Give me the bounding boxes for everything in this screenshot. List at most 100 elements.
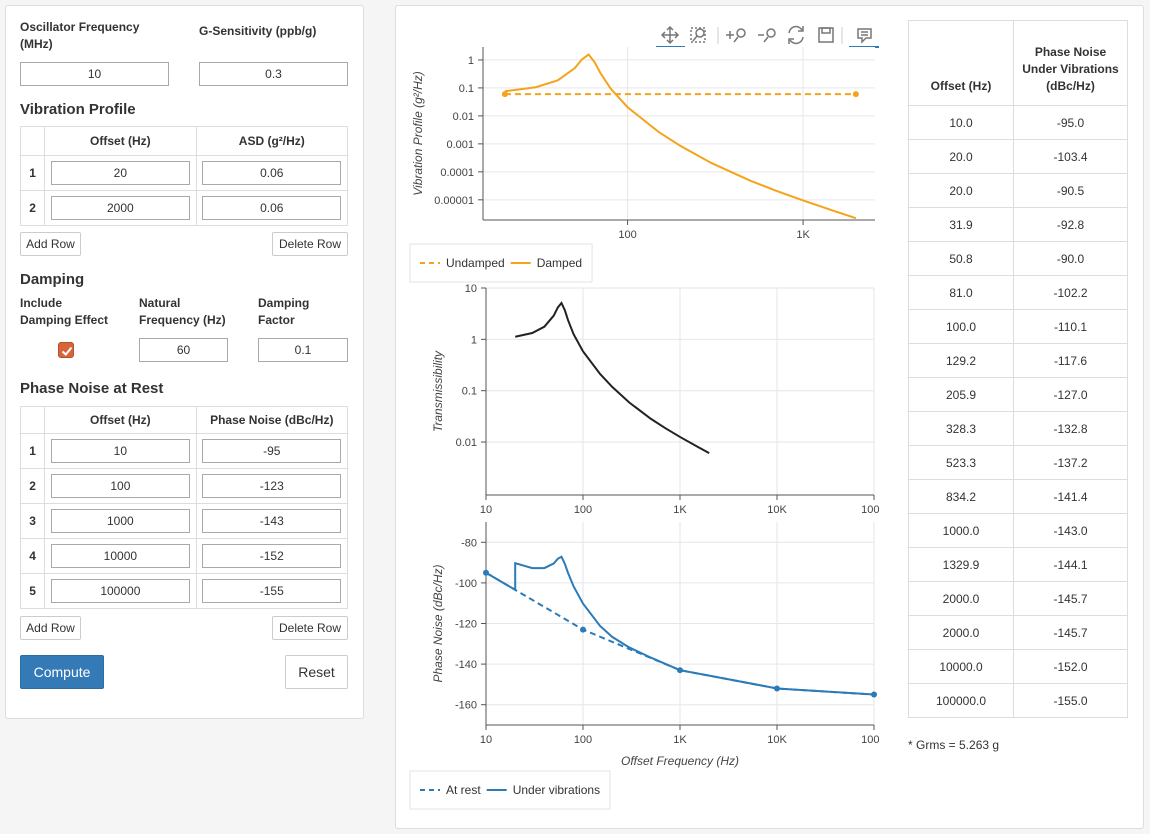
table-cell: -155 (195, 573, 349, 609)
cell-input[interactable]: -95 (202, 439, 342, 463)
column-header: Phase Noise (dBc/Hz) (195, 406, 349, 434)
row-number: 1 (19, 155, 46, 191)
cell-input[interactable]: 0.06 (202, 196, 342, 220)
table-cell: -152.0 (1013, 649, 1128, 684)
results-table: Offset (Hz) Phase Noise Under Vibrations … (907, 20, 1128, 718)
y-tick-label: -160 (455, 700, 477, 712)
legend-box (409, 770, 611, 810)
cell-input[interactable]: 1000 (50, 509, 190, 533)
table-cell: 0.06 (195, 190, 349, 226)
zoom-out-tool[interactable] (758, 28, 776, 43)
table-cell: -127.0 (1013, 377, 1128, 412)
y-tick-label: -80 (461, 537, 477, 549)
table-cell: -141.4 (1013, 479, 1128, 514)
cell-input[interactable]: -123 (202, 474, 342, 498)
table-cell: 50.8 (907, 241, 1015, 276)
legend-box (409, 243, 593, 283)
table-cell: 523.3 (907, 445, 1015, 480)
text-input[interactable]: 60 (139, 338, 228, 362)
point-marker (501, 91, 508, 98)
box-zoom-tool[interactable] (690, 27, 706, 43)
field-label: Oscillator Frequency (MHz) (20, 20, 140, 51)
legend: At rest Under vibrations (409, 770, 611, 810)
table-cell: 81.0 (907, 275, 1015, 310)
header-row: Offset (Hz) Phase Noise (dBc/Hz) (19, 406, 349, 434)
x-tick-label: 1K (673, 504, 687, 516)
field-label: Natural Frequency (Hz) (139, 296, 226, 327)
table-cell: -145.7 (1013, 581, 1128, 616)
x-tick-label: 1K (673, 734, 687, 746)
y-tick-label: 0.1 (462, 386, 477, 398)
reset-tool[interactable] (788, 25, 804, 45)
cell-input[interactable]: -155 (202, 579, 342, 603)
series-line (485, 571, 875, 696)
table-cell: -117.6 (1013, 343, 1128, 378)
table-row: 3 1000 -143 (19, 503, 349, 539)
hover-tool[interactable] (857, 28, 872, 44)
cell-input[interactable]: 2000 (50, 196, 190, 220)
point-marker (580, 626, 586, 633)
table-row: 2000.0 -145.7 (907, 615, 1128, 650)
table-row: 100000.0 -155.0 (907, 683, 1128, 718)
cell-input[interactable]: 0.06 (202, 161, 342, 185)
cell-input[interactable]: 100000 (50, 579, 190, 603)
table-cell: -110.1 (1013, 309, 1128, 344)
cell-input[interactable]: 100 (50, 474, 190, 498)
table-cell: -152 (195, 538, 349, 574)
table-cell: 10 (44, 433, 197, 469)
column-header: Phase Noise Under Vibrations (dBc/Hz) (1013, 20, 1128, 106)
x-tick-label: 100K (861, 504, 887, 516)
x-tick-label: 100 (574, 504, 592, 516)
button[interactable]: Delete Row (272, 616, 348, 640)
table-cell: -143.0 (1013, 513, 1128, 548)
column-header: Offset (Hz) (44, 406, 197, 434)
y-tick-label: 0.001 (446, 139, 474, 151)
y-axis-title: Vibration Profile (g²/Hz) (411, 71, 425, 196)
table-cell: 129.2 (907, 343, 1015, 378)
table-row: 10.0 -95.0 (907, 105, 1128, 140)
text-input[interactable]: 0.3 (199, 62, 348, 86)
save-tool[interactable] (818, 27, 834, 43)
table-cell: 328.3 (907, 411, 1015, 446)
table-cell: -145.7 (1013, 615, 1128, 650)
button[interactable]: Delete Row (272, 232, 348, 256)
checkbox[interactable] (58, 342, 74, 358)
series-line (485, 555, 875, 696)
button[interactable]: Add Row (20, 616, 81, 640)
table-row: 523.3 -137.2 (907, 445, 1128, 480)
zoom-in-tool[interactable] (726, 28, 746, 43)
x-tick-label: 100 (574, 734, 592, 746)
x-tick-label: 1K (796, 229, 810, 241)
table-cell: 31.9 (907, 207, 1015, 242)
button[interactable]: Add Row (20, 232, 81, 256)
table-cell: -143 (195, 503, 349, 539)
y-tick-label: 0.1 (459, 83, 474, 95)
section-heading: Vibration Profile (20, 101, 136, 118)
cell-input[interactable]: 10 (50, 439, 190, 463)
corner-cell (19, 126, 46, 156)
table-row: 129.2 -117.6 (907, 343, 1128, 378)
header-row: Offset (Hz) Phase Noise Under Vibrations … (907, 20, 1128, 106)
cell-input[interactable]: 10000 (50, 544, 190, 568)
table-row: 4 10000 -152 (19, 538, 349, 574)
compute-button[interactable]: Compute (20, 655, 104, 689)
y-tick-label: -140 (455, 659, 477, 671)
cell-input[interactable]: -143 (202, 509, 342, 533)
plot-background (483, 47, 875, 220)
footnote: * Grms = 5.263 g (908, 738, 1000, 752)
row-number: 2 (19, 190, 46, 226)
table-cell: 100 (44, 468, 197, 504)
table-cell: -95 (195, 433, 349, 469)
cell-input[interactable]: -152 (202, 544, 342, 568)
chart-area: 1 0.1 0.01 0.001 0.0001 0.00001 100 1K Vibration… (409, 47, 887, 810)
x-tick-label: 10 (480, 504, 492, 516)
text-input[interactable]: 10 (20, 62, 169, 86)
table-cell: 100.0 (907, 309, 1015, 344)
table-cell: -95.0 (1013, 105, 1128, 140)
cell-input[interactable]: 20 (50, 161, 190, 185)
reset-button[interactable]: Reset (285, 655, 348, 689)
pan-tool[interactable] (660, 25, 680, 45)
text-input[interactable]: 0.1 (258, 338, 348, 362)
table-cell: 100000.0 (907, 683, 1015, 718)
y-tick-label: -120 (455, 619, 477, 631)
